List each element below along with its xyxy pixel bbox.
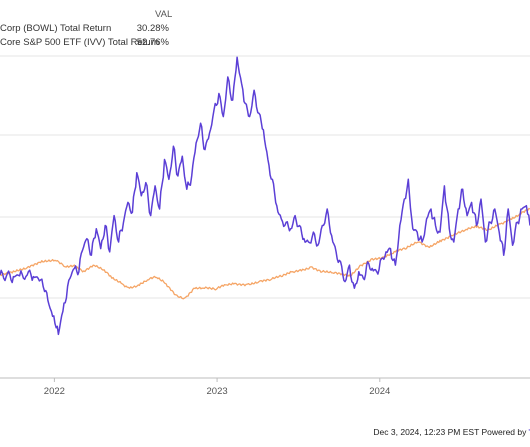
brand-mark-icon: ' <box>528 427 530 437</box>
legend-label-ivv: Core S&P 500 ETF (IVV) Total Return <box>0 37 160 48</box>
legend-label-bowl: Corp (BOWL) Total Return <box>0 23 112 34</box>
legend-value-ivv: 52.76% <box>136 37 169 48</box>
gridlines <box>0 55 530 299</box>
series-line-bowl <box>0 56 530 336</box>
x-tick-labels: 2022 2023 2024 <box>44 378 390 397</box>
series-line-ivv <box>0 207 530 300</box>
powered-by-label: Powered by <box>481 427 527 437</box>
x-tick-label: 2023 <box>207 386 228 397</box>
x-tick-label: 2022 <box>44 386 65 397</box>
series-layer <box>0 56 530 336</box>
x-tick-label: 2024 <box>369 386 390 397</box>
chart-footer: Dec 3, 2024, 12:23 PM EST Powered by ' <box>0 427 530 437</box>
legend-value-header: VAL <box>155 9 173 20</box>
timestamp: Dec 3, 2024, 12:23 PM EST <box>373 427 480 437</box>
legend-value-bowl: 30.28% <box>136 23 169 34</box>
